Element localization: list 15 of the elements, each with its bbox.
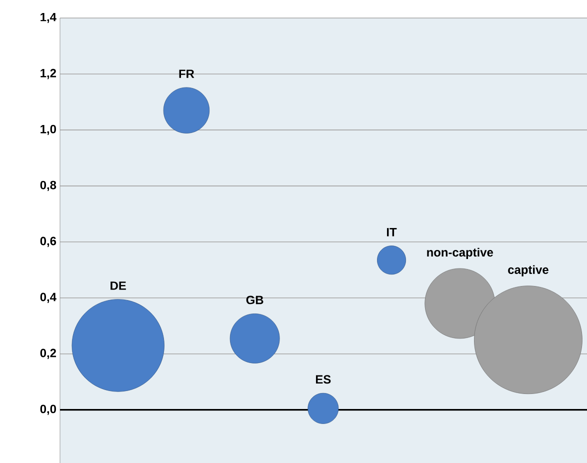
- y-tick-label: 0,4: [40, 292, 56, 303]
- x-tick-label: IT: [387, 228, 397, 236]
- y-tick-label: 0,0: [40, 404, 56, 415]
- x-tick-label: non-captive: [427, 248, 494, 259]
- y-tick-label: 1,2: [40, 68, 56, 80]
- x-tick-label: DE: [110, 282, 126, 290]
- x-tick-label: GB: [246, 296, 264, 304]
- y-tick-label: 0,8: [40, 180, 56, 192]
- y-tick-label: 0,6: [40, 236, 56, 247]
- x-tick-label: ES: [316, 375, 331, 384]
- x-tick-label: FR: [179, 70, 194, 78]
- x-tick-label: captive: [508, 265, 548, 276]
- y-tick-label: 1,4: [40, 12, 56, 24]
- y-tick-label: 1,0: [40, 124, 56, 136]
- y-tick-label: 0,2: [40, 348, 56, 359]
